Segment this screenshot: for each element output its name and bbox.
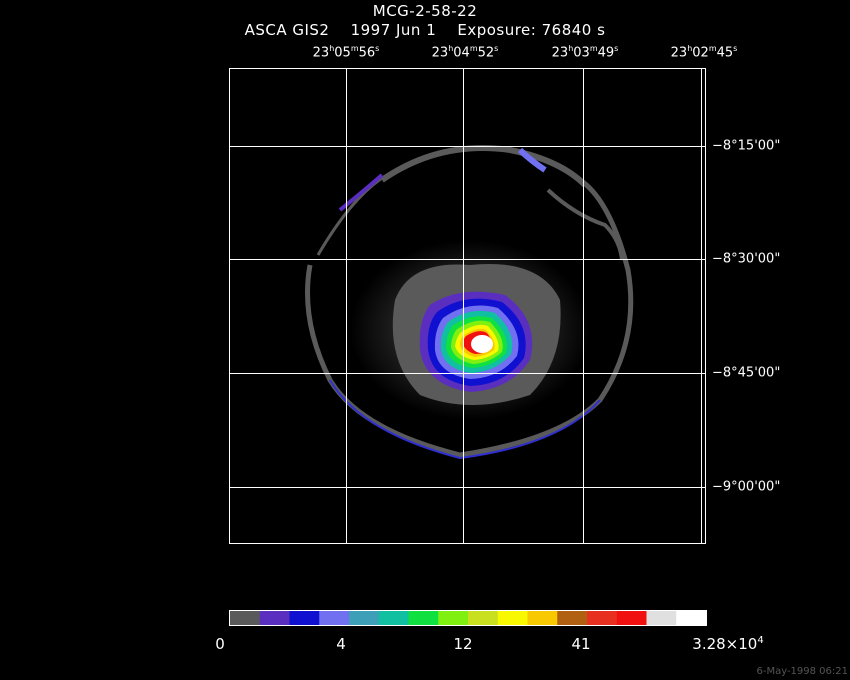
colorbar-swatch [468, 611, 499, 625]
dec-tick-label: −9°00'00" [712, 479, 781, 495]
image-subtitle: ASCA GIS2 1997 Jun 1 Exposure: 76840 s [0, 21, 850, 39]
colorbar-swatch [349, 611, 380, 625]
colorbar-label: 4 [336, 635, 346, 653]
instrument-label: ASCA GIS2 [244, 21, 330, 39]
xray-source [350, 240, 590, 420]
colorbar-label: 41 [571, 635, 591, 653]
colorbar-swatch [319, 611, 350, 625]
colorbar-swatch [378, 611, 409, 625]
colorbar-max-label: 3.28×104 [692, 635, 764, 653]
colorbar-swatch [676, 611, 707, 625]
ra-tick-label: 23h04m52s [431, 44, 499, 61]
colorbar-swatch [497, 611, 528, 625]
ra-tick-label: 23h05m56s [312, 44, 380, 61]
colorbar-frame [229, 610, 707, 626]
colorbar-swatch [587, 611, 618, 625]
colorbar-swatch [438, 611, 469, 625]
ra-tick-label: 23h03m49s [551, 44, 619, 61]
image-title: MCG-2-58-22 [372, 2, 478, 20]
timestamp: 6-May-1998 06:21 [756, 666, 848, 677]
colorbar-swatch [646, 611, 677, 625]
dec-tick-label: −8°30'00" [712, 251, 781, 267]
colorbar-label: 12 [453, 635, 473, 653]
ra-tick-label: 23h02m45s [670, 44, 738, 61]
exposure-label: Exposure: 76840 s [457, 21, 606, 39]
coordinate-grid [229, 68, 706, 544]
colorbar-swatch [557, 611, 588, 625]
colorbar-swatch [408, 611, 439, 625]
detector-ring [305, 145, 634, 460]
dec-tick-label: −8°15'00" [712, 138, 781, 154]
colorbar-swatch [230, 611, 261, 625]
colorbar-swatch [289, 611, 320, 625]
colorbar-swatch [527, 611, 558, 625]
colorbar-swatch [616, 611, 647, 625]
observation-date: 1997 Jun 1 [350, 21, 437, 39]
colorbar-swatch [259, 611, 290, 625]
colorbar [229, 610, 707, 626]
dec-tick-label: −8°45'00" [712, 365, 781, 381]
colorbar-label: 0 [215, 635, 225, 653]
